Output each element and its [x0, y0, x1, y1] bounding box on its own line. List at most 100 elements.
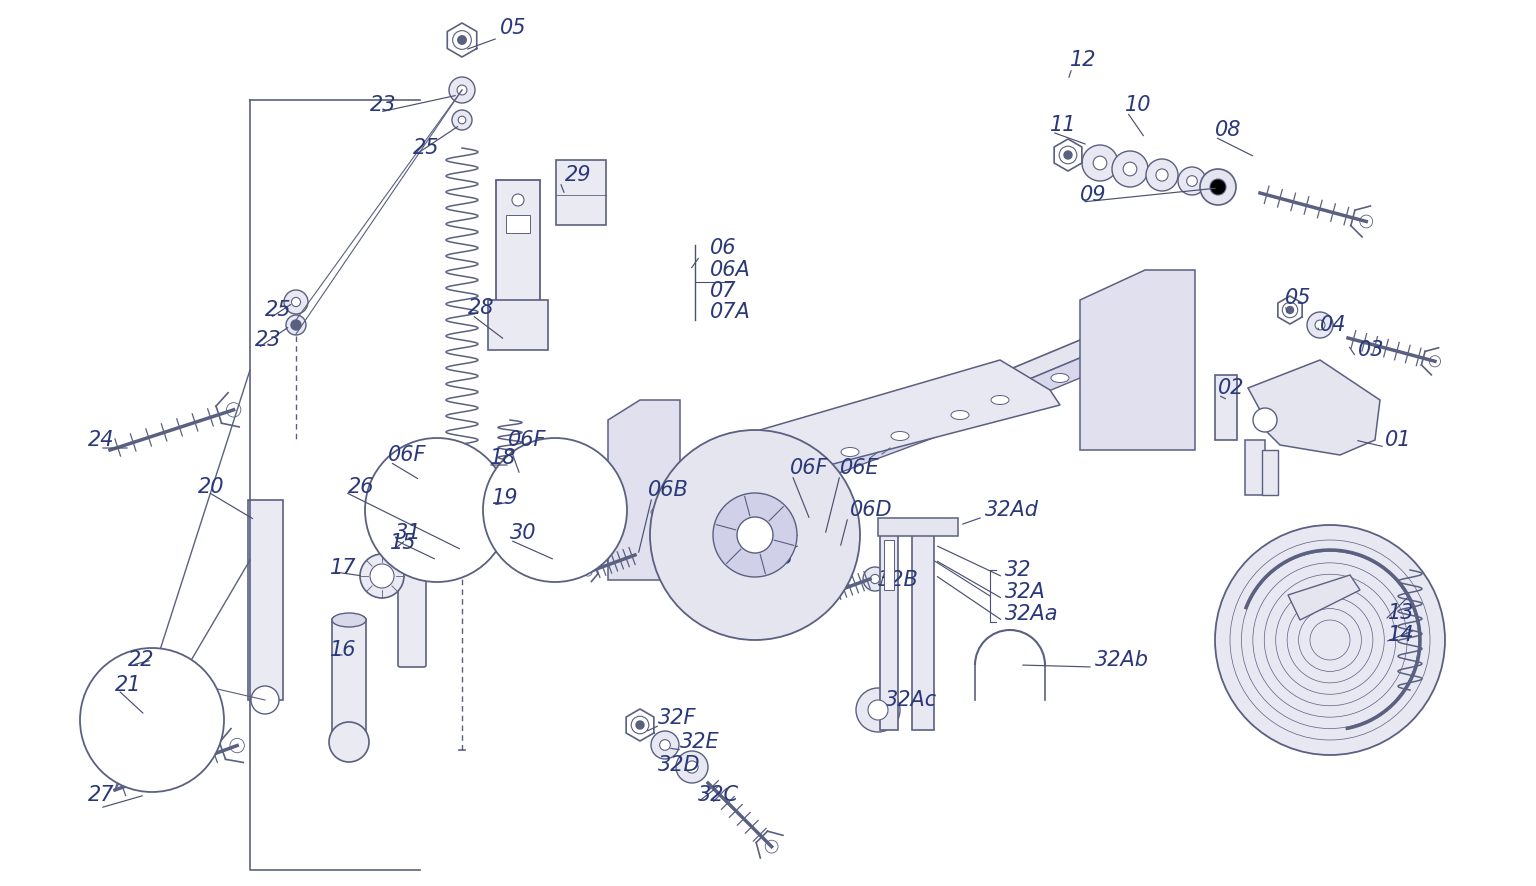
Circle shape [743, 584, 753, 592]
Circle shape [871, 574, 880, 584]
Text: 06: 06 [710, 238, 736, 258]
Text: 32A: 32A [1005, 582, 1046, 602]
Circle shape [631, 716, 648, 734]
Circle shape [584, 568, 591, 576]
Circle shape [1064, 151, 1072, 159]
Circle shape [863, 567, 886, 591]
Polygon shape [621, 330, 1130, 560]
Ellipse shape [651, 508, 670, 517]
Circle shape [1157, 169, 1167, 181]
Text: 32E: 32E [680, 732, 720, 752]
FancyBboxPatch shape [505, 215, 530, 233]
Circle shape [856, 688, 900, 732]
Text: 23: 23 [370, 95, 396, 115]
Text: 08: 08 [1215, 120, 1241, 140]
Circle shape [250, 686, 280, 714]
Text: 32B: 32B [879, 570, 919, 590]
Text: 22: 22 [127, 650, 155, 670]
Ellipse shape [691, 495, 710, 504]
Circle shape [1283, 302, 1298, 318]
Text: 06B: 06B [648, 480, 688, 500]
Text: 23: 23 [255, 330, 281, 350]
Text: 01: 01 [1385, 430, 1412, 450]
Circle shape [1178, 167, 1206, 195]
Text: 28: 28 [468, 298, 495, 318]
FancyBboxPatch shape [398, 478, 425, 667]
FancyBboxPatch shape [1263, 450, 1278, 495]
Circle shape [286, 315, 306, 335]
Text: 14: 14 [1389, 625, 1415, 645]
Text: 32D: 32D [657, 755, 700, 775]
FancyBboxPatch shape [879, 518, 958, 536]
FancyBboxPatch shape [885, 540, 894, 590]
Ellipse shape [1051, 374, 1069, 383]
Circle shape [501, 488, 524, 512]
Text: 32Ab: 32Ab [1095, 650, 1149, 670]
Text: 32Ac: 32Ac [885, 690, 937, 710]
Circle shape [659, 740, 670, 750]
Text: 20: 20 [198, 477, 224, 497]
Text: 17: 17 [330, 558, 356, 578]
Text: 06C: 06C [756, 525, 796, 545]
Text: 12: 12 [1071, 50, 1097, 70]
FancyBboxPatch shape [496, 180, 541, 340]
Text: 30: 30 [510, 523, 536, 543]
Ellipse shape [791, 463, 809, 472]
Text: 18: 18 [490, 448, 516, 468]
Circle shape [1146, 159, 1178, 191]
Circle shape [452, 110, 472, 130]
FancyBboxPatch shape [556, 160, 607, 225]
Circle shape [458, 35, 467, 44]
Text: 16: 16 [330, 640, 356, 660]
Text: 31: 31 [395, 523, 421, 543]
Polygon shape [1080, 270, 1195, 450]
Text: 06F: 06F [790, 458, 828, 478]
Circle shape [796, 566, 805, 576]
Circle shape [676, 751, 708, 783]
Circle shape [80, 648, 224, 792]
Circle shape [1123, 162, 1137, 175]
FancyBboxPatch shape [332, 617, 366, 743]
Text: 25: 25 [266, 300, 292, 320]
Circle shape [370, 564, 395, 588]
Text: 02: 02 [1218, 378, 1244, 398]
Ellipse shape [398, 474, 425, 486]
Text: 27: 27 [88, 785, 115, 805]
Polygon shape [608, 400, 680, 580]
Circle shape [482, 438, 627, 582]
Circle shape [765, 840, 779, 853]
Circle shape [507, 495, 516, 504]
FancyBboxPatch shape [488, 300, 548, 350]
Text: 32F: 32F [657, 708, 696, 728]
Circle shape [511, 194, 524, 206]
Text: 21: 21 [115, 675, 141, 695]
Text: 15: 15 [390, 533, 416, 553]
Circle shape [1315, 320, 1326, 330]
Ellipse shape [842, 447, 859, 456]
Circle shape [1081, 145, 1118, 181]
Text: 24: 24 [88, 430, 115, 450]
Text: 07B: 07B [753, 548, 794, 568]
Circle shape [868, 700, 888, 720]
Text: 32: 32 [1005, 560, 1032, 580]
Circle shape [290, 320, 301, 330]
Circle shape [1060, 146, 1077, 164]
Circle shape [1210, 179, 1226, 195]
Text: 07A: 07A [710, 302, 751, 322]
Text: 13: 13 [1389, 603, 1415, 623]
Ellipse shape [951, 410, 969, 419]
Circle shape [708, 551, 733, 575]
Ellipse shape [108, 731, 117, 749]
Circle shape [1253, 408, 1276, 432]
Circle shape [1215, 525, 1445, 755]
Text: 04: 04 [1319, 315, 1347, 335]
Text: 06A: 06A [710, 260, 751, 280]
Circle shape [716, 558, 725, 568]
Circle shape [1112, 151, 1147, 187]
Text: 29: 29 [565, 165, 591, 185]
Text: 05: 05 [501, 18, 527, 38]
FancyBboxPatch shape [912, 530, 934, 730]
Circle shape [664, 576, 673, 584]
Ellipse shape [891, 431, 909, 440]
Circle shape [453, 31, 472, 50]
